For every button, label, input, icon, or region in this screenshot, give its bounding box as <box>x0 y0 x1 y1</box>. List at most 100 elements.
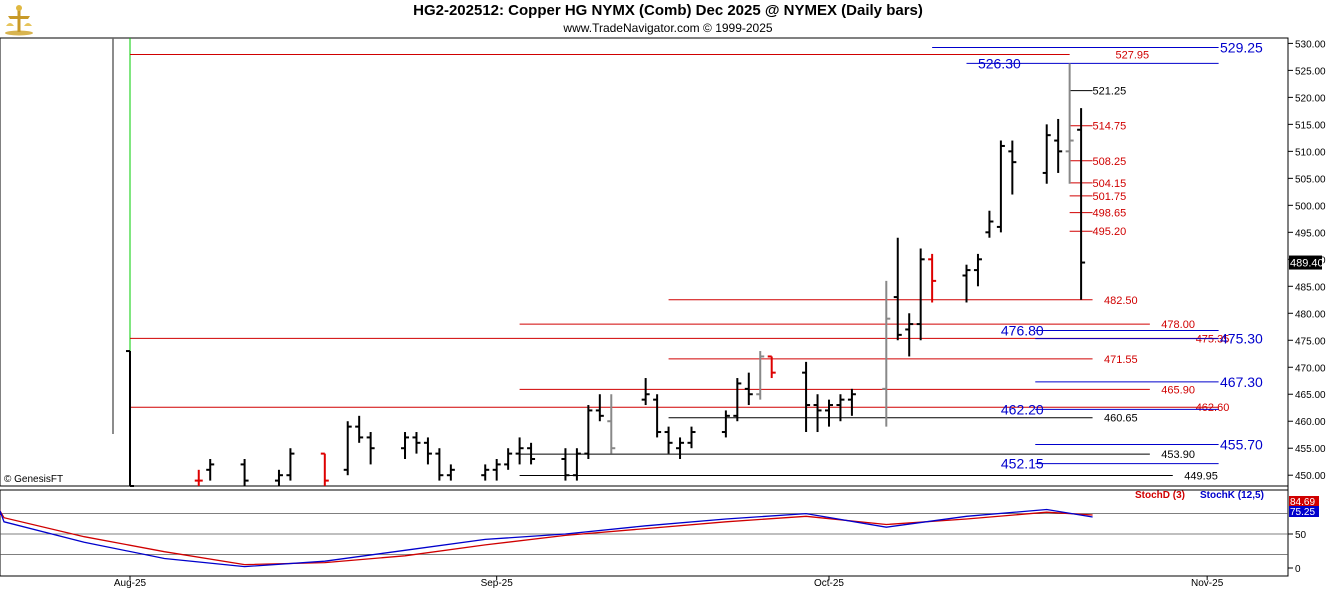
ohlc-bar <box>355 415 364 443</box>
ohlc-bar <box>641 378 650 406</box>
trade-navigator-logo <box>2 2 36 36</box>
ohlc-bar <box>1065 63 1074 184</box>
ohlc-bar <box>687 426 696 449</box>
date-label: Sep-25 <box>481 578 514 589</box>
ohlc-bar <box>446 464 455 481</box>
date-axis: Aug-25 Sep-25 Oct-25 Nov-25 <box>114 576 1224 589</box>
ohlc-bar <box>274 469 283 486</box>
stoch-legend: StochD (3) StochK (12,5) <box>1135 490 1264 501</box>
ohlc-bar <box>653 394 662 438</box>
price-tick-label: 515.00 <box>1295 120 1326 131</box>
level-label: 462.20 <box>1001 401 1044 417</box>
ohlc-bar <box>194 469 203 486</box>
level-label: 475.30 <box>1220 331 1263 347</box>
level-label: 498.65 <box>1093 208 1127 220</box>
ohlc-bar <box>893 237 902 341</box>
level-label: 504.15 <box>1093 178 1127 190</box>
level-label: 476.80 <box>1001 323 1044 339</box>
ohlc-bar <box>664 426 673 454</box>
level-label: 452.15 <box>1001 456 1044 472</box>
price-tick-label: 475.00 <box>1295 336 1326 347</box>
price-tick-label: 460.00 <box>1295 417 1326 428</box>
ohlc-bar <box>366 432 375 465</box>
price-tick-label: 485.00 <box>1295 282 1326 293</box>
level-label: 465.90 <box>1161 384 1195 396</box>
ohlc-bar <box>572 448 581 481</box>
price-tick-label: 480.00 <box>1295 309 1326 320</box>
ohlc-bar <box>1054 118 1063 173</box>
ohlc-bar <box>905 313 914 357</box>
price-tick-label: 450.00 <box>1295 471 1326 482</box>
ohlc-bar <box>916 248 925 341</box>
stoch-last-tag <box>1289 506 1319 517</box>
level-label: 455.70 <box>1220 436 1263 452</box>
price-tick-label: 470.00 <box>1295 363 1326 374</box>
ohlc-bar <box>756 351 765 400</box>
ohlc-bar <box>435 448 444 481</box>
last-price-tag: 489.40 <box>1289 255 1324 270</box>
ohlc-bar <box>928 253 937 303</box>
level-label: 467.30 <box>1220 374 1263 390</box>
ohlc-bar <box>733 378 742 422</box>
level-label: 478.00 <box>1161 319 1195 331</box>
stoch-last-tag <box>1289 496 1319 507</box>
price-tick-label: 520.00 <box>1295 93 1326 104</box>
last-price-label: 489.40 <box>1290 258 1324 270</box>
level-label: 521.25 <box>1093 86 1127 98</box>
level-label: 453.90 <box>1161 449 1195 461</box>
date-label: Aug-25 <box>114 578 147 589</box>
ohlc-bar <box>996 140 1005 233</box>
ohlc-bar <box>1008 140 1017 195</box>
ohlc-bar <box>515 437 524 465</box>
stochd-legend: StochD (3) <box>1135 490 1185 501</box>
ohlc-bar <box>401 432 410 460</box>
level-label: 462.60 <box>1196 402 1230 414</box>
price-frame <box>0 37 1289 577</box>
ohlc-bar <box>825 399 833 427</box>
price-tick-label: 505.00 <box>1295 174 1326 185</box>
ohlc-bar <box>802 361 811 433</box>
ohlc-bar <box>744 372 753 406</box>
ohlc-bar <box>813 394 822 433</box>
price-tick-label: 510.00 <box>1295 147 1326 158</box>
stoch-last-value: 84.69 <box>1290 497 1315 508</box>
stochastic-panel <box>0 508 1288 568</box>
stoch-series-line <box>0 508 1093 568</box>
level-label: 529.25 <box>1220 39 1263 55</box>
date-label: Oct-25 <box>814 578 844 589</box>
level-label: 475.35 <box>1196 333 1230 345</box>
ohlc-bar <box>527 442 536 465</box>
ohlc-bar <box>767 355 776 379</box>
level-label: 460.65 <box>1104 413 1138 425</box>
price-tick-label: 495.00 <box>1295 228 1326 239</box>
level-label: 514.75 <box>1093 121 1127 133</box>
ohlc-bar <box>481 464 490 481</box>
stochk-legend: StochK (12,5) <box>1200 490 1264 501</box>
level-label: 508.25 <box>1093 156 1127 168</box>
price-tick-label: 530.00 <box>1295 39 1326 50</box>
ohlc-bar <box>595 394 604 422</box>
level-label: 471.55 <box>1104 354 1138 366</box>
level-label: 526.30 <box>978 55 1021 71</box>
price-tick-label: 525.00 <box>1295 66 1326 77</box>
price-tick-label: 455.00 <box>1295 444 1326 455</box>
ohlc-bar <box>973 253 982 287</box>
price-tick-label: 500.00 <box>1295 201 1326 212</box>
ohlc-bar <box>1077 108 1086 300</box>
ohlc-bar <box>126 350 134 487</box>
ohlc-bar <box>721 410 730 438</box>
level-label: 482.50 <box>1104 295 1138 307</box>
ohlc-bar <box>962 264 971 303</box>
stoch-last-value: 75.25 <box>1290 507 1315 518</box>
price-tick-label: 465.00 <box>1295 390 1326 401</box>
chart-subtitle: www.TradeNavigator.com © 1999-2025 <box>563 21 773 35</box>
level-label: 501.75 <box>1093 191 1127 203</box>
ohlc-bar <box>206 459 215 481</box>
price-bars <box>126 63 1086 487</box>
ohlc-bar <box>882 280 891 427</box>
level-label: 495.20 <box>1093 226 1127 238</box>
ohlc-bar <box>492 459 501 481</box>
ohlc-bar <box>286 448 295 481</box>
